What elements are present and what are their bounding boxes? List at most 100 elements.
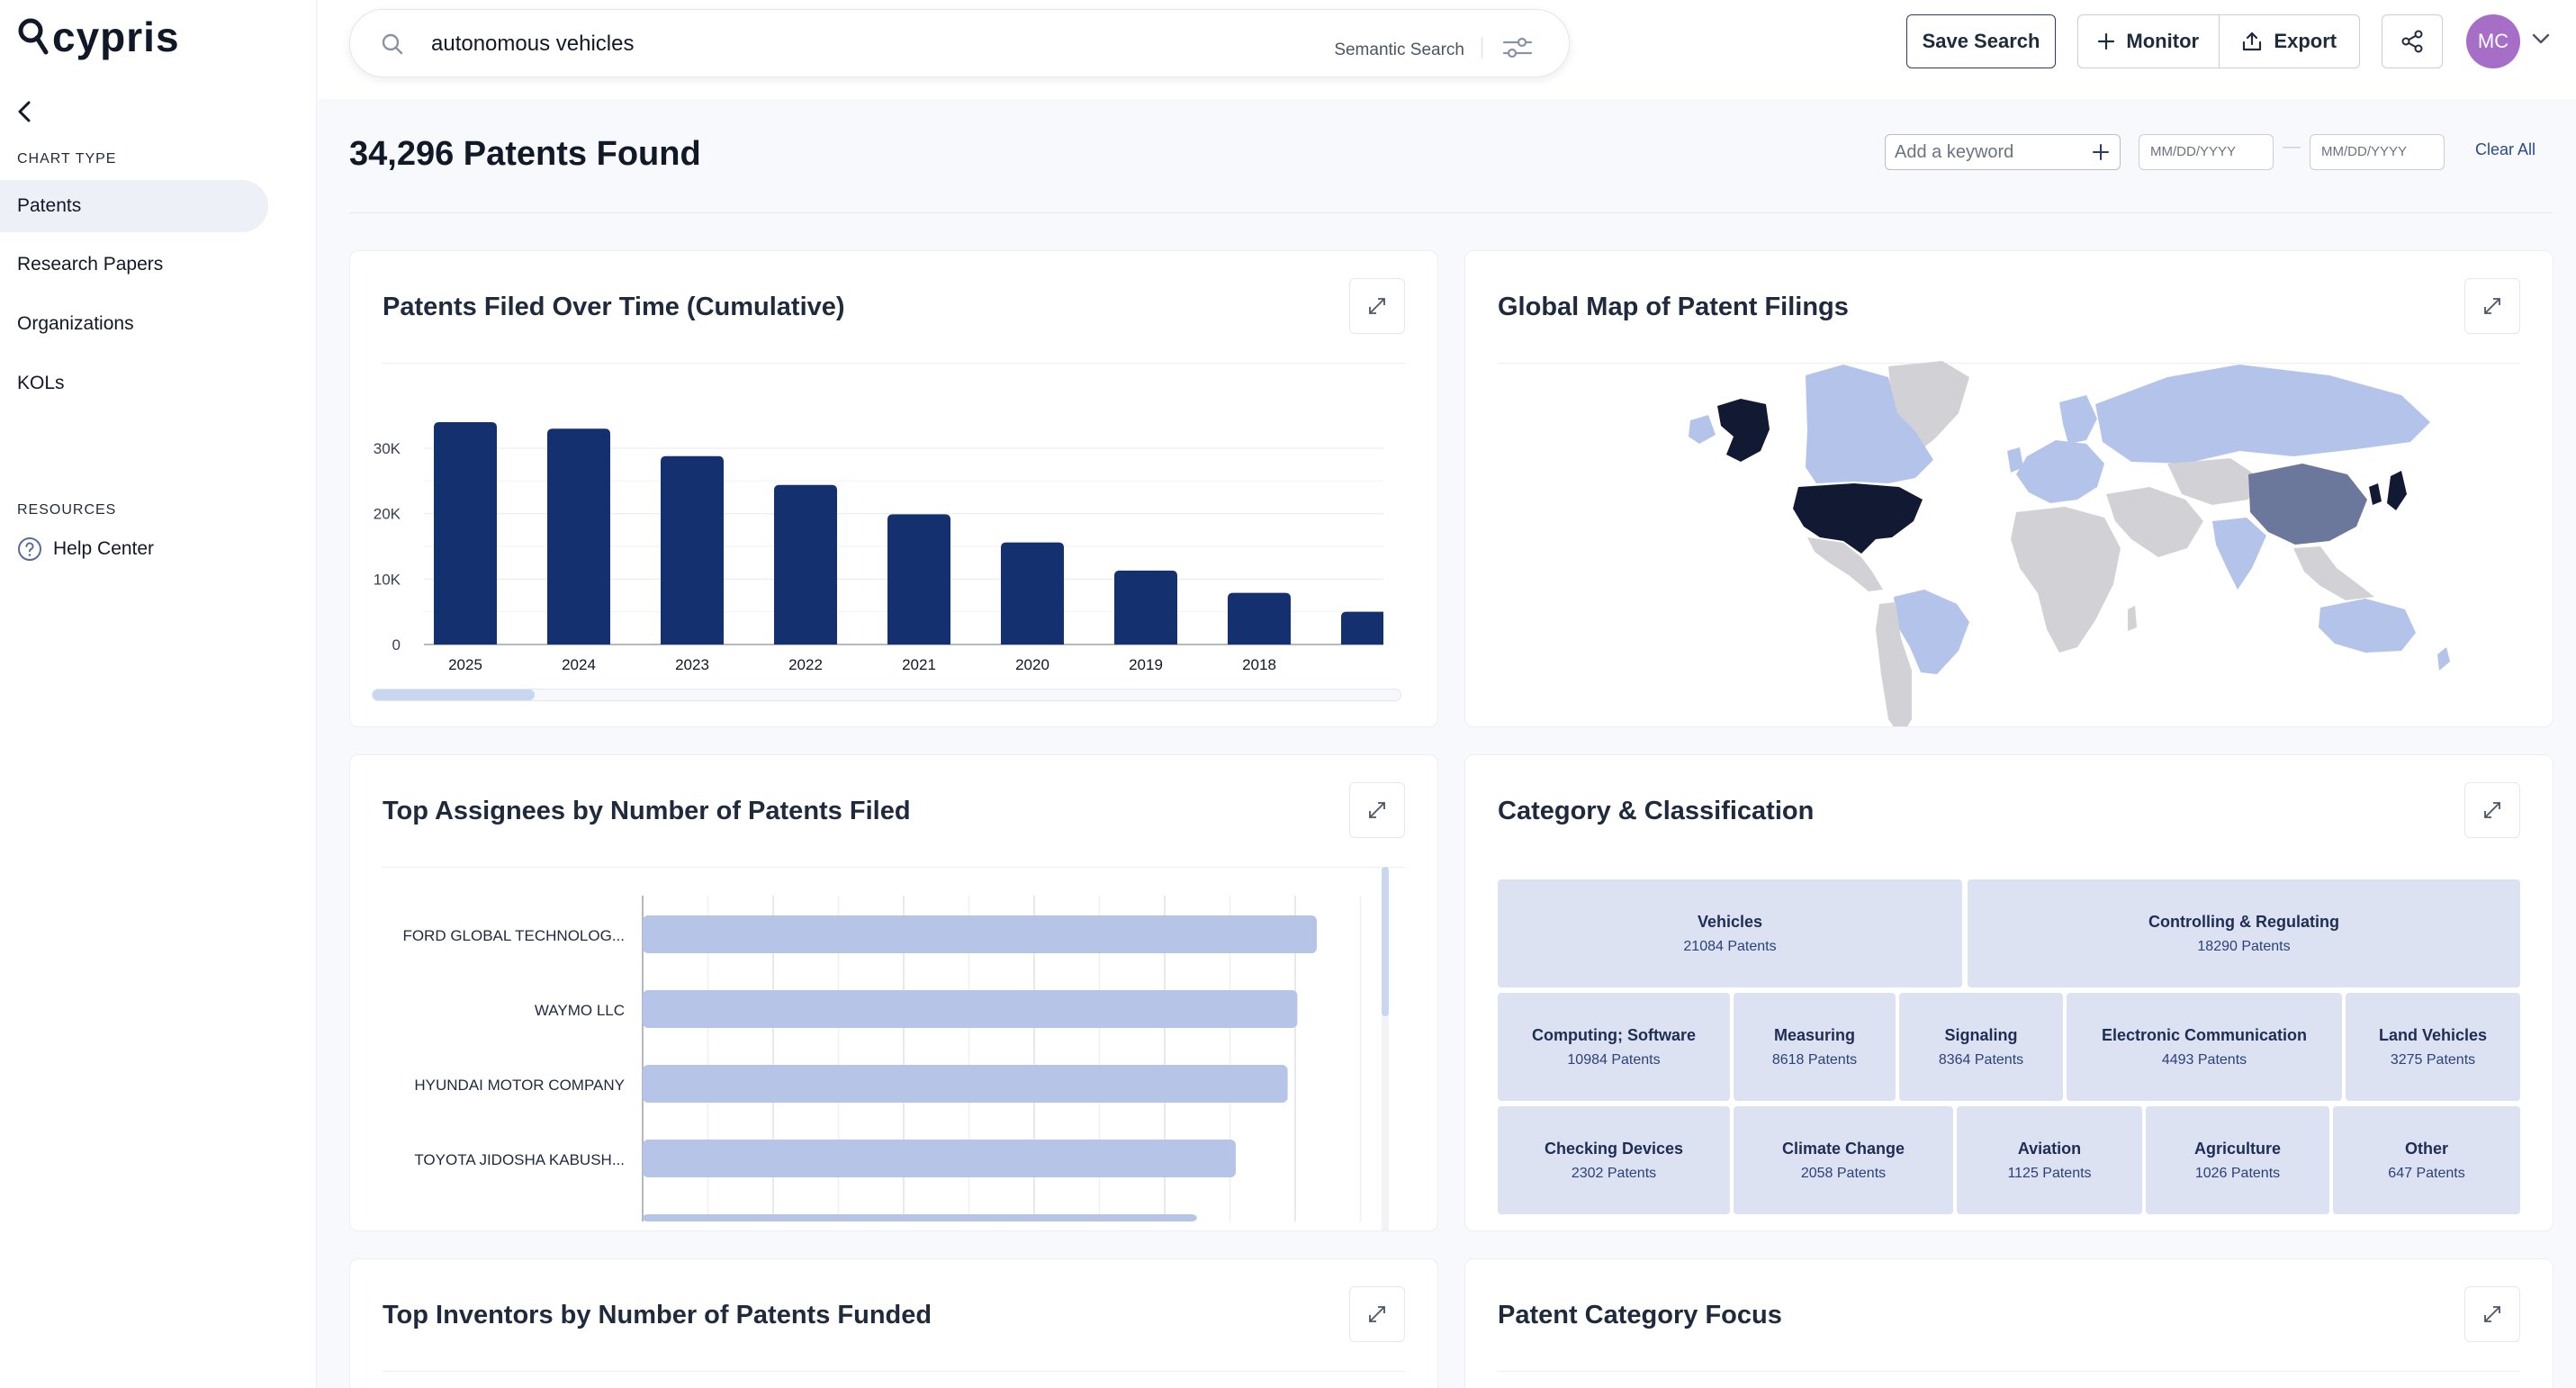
category-name: Agriculture (2193, 1139, 2281, 1158)
y-tick-label: TOYOTA JIDOSHA KABUSH... (414, 1151, 625, 1168)
map-region-japan (2387, 471, 2407, 510)
plus-icon[interactable] (2091, 142, 2111, 162)
world-map[interactable] (1465, 251, 2553, 727)
expand-icon (2484, 802, 2500, 818)
card-top-assignees: Top Assignees by Number of Patents Filed… (349, 754, 1438, 1231)
map-region-south-america-west (1876, 602, 1912, 726)
expand-icon (1369, 298, 1385, 314)
category-tile-measuring[interactable]: Measuring 8618 Patents (1734, 993, 1896, 1101)
bar-2018[interactable] (1228, 592, 1291, 644)
expand-icon (2484, 1306, 2500, 1322)
map-region-russia (2095, 365, 2430, 464)
chart-horizontal-scrollbar[interactable] (372, 689, 1401, 701)
category-tile-signaling[interactable]: Signaling 8364 Patents (1899, 993, 2063, 1101)
expand-button[interactable] (2464, 278, 2520, 334)
expand-button[interactable] (2464, 1286, 2520, 1342)
logo[interactable]: cypris (16, 13, 180, 61)
expand-button[interactable] (1349, 1286, 1405, 1342)
category-tile-aviation[interactable]: Aviation 1125 Patents (1957, 1106, 2142, 1214)
date-from-input[interactable] (2150, 135, 2267, 167)
sidebar-item-organizations[interactable]: Organizations (0, 298, 268, 350)
results-count-title: 34,296 Patents Found (349, 135, 701, 173)
sidebar-item-label: Organizations (17, 313, 134, 334)
scrollbar-thumb[interactable] (1382, 867, 1389, 1016)
y-tick-label: HYUNDAI MOTOR COMPANY (414, 1077, 625, 1094)
card-patent-category-focus: Patent Category Focus (1464, 1258, 2553, 1388)
category-count: 1125 Patents (2007, 1165, 2092, 1181)
bar-assignee-3[interactable] (643, 1140, 1236, 1177)
search-icon (382, 33, 403, 55)
bar-2022[interactable] (774, 484, 837, 644)
category-count: 3275 Patents (2390, 1051, 2476, 1068)
x-tick-label: 2023 (675, 656, 709, 673)
bar-2021[interactable] (887, 514, 950, 644)
card-title: Top Assignees by Number of Patents Filed (383, 797, 911, 825)
y-tick-label: 20K (374, 506, 401, 523)
bar-2020[interactable] (1001, 542, 1064, 644)
date-from-field[interactable] (2139, 134, 2274, 170)
save-search-button[interactable]: Save Search (1906, 14, 2056, 68)
upload-icon (2243, 32, 2262, 51)
bar-2023[interactable] (661, 455, 724, 644)
keyword-input[interactable] (1895, 140, 2084, 164)
back-button[interactable] (11, 97, 40, 126)
category-count: 1026 Patents (2194, 1165, 2281, 1181)
category-tile-land-vehicles[interactable]: Land Vehicles 3275 Patents (2346, 993, 2520, 1101)
sidebar-item-kols[interactable]: KOLs (0, 357, 268, 410)
bar-assignee-4[interactable] (643, 1214, 1197, 1221)
y-tick-label: 0 (392, 636, 401, 653)
category-name: Other (2404, 1139, 2448, 1158)
map-region-southeast-asia (2293, 546, 2374, 600)
bar-assignee-1[interactable] (643, 990, 1298, 1028)
bar-assignee-0[interactable] (643, 915, 1317, 953)
y-tick-label: 10K (374, 571, 401, 588)
filter-sliders-icon[interactable] (1502, 35, 1533, 60)
expand-icon (1369, 1306, 1385, 1322)
date-to-field[interactable] (2310, 134, 2445, 170)
bar-2024[interactable] (547, 428, 610, 644)
export-button[interactable]: Export (2218, 15, 2360, 68)
category-tile-checking-devices[interactable]: Checking Devices 2302 Patents (1498, 1106, 1730, 1214)
expand-button[interactable] (1349, 782, 1405, 838)
date-to-input[interactable] (2321, 135, 2438, 167)
category-tile-computing-software[interactable]: Computing; Software 10984 Patents (1498, 993, 1730, 1101)
chevron-left-icon (18, 101, 31, 122)
x-tick-label: 2024 (562, 656, 596, 673)
category-count: 8618 Patents (1771, 1051, 1858, 1068)
category-tile-climate-change[interactable]: Climate Change 2058 Patents (1734, 1106, 1953, 1214)
semantic-search-label[interactable]: Semantic Search (1334, 41, 1464, 59)
sidebar-item-research-papers[interactable]: Research Papers (0, 239, 268, 291)
sidebar-item-label: KOLs (17, 373, 65, 393)
bar-2019[interactable] (1114, 570, 1177, 644)
expand-button[interactable] (2464, 782, 2520, 838)
share-button[interactable] (2382, 14, 2443, 68)
category-name: Land Vehicles (2378, 1025, 2488, 1044)
scrollbar-thumb[interactable] (373, 689, 535, 700)
user-avatar[interactable]: MC (2466, 14, 2520, 68)
category-tile-electronic-communication[interactable]: Electronic Communication 4493 Patents (2067, 993, 2342, 1101)
map-region-central-asia (2167, 458, 2257, 505)
x-tick-label: 2020 (1015, 656, 1049, 673)
map-region-europe (2016, 440, 2104, 503)
bar-2025[interactable] (434, 422, 497, 644)
sidebar-item-patents[interactable]: Patents (0, 180, 268, 232)
category-tile-controlling-regulating[interactable]: Controlling & Regulating 18290 Patents (1968, 879, 2520, 987)
clear-all-link[interactable]: Clear All (2475, 140, 2536, 158)
category-tile-other[interactable]: Other 647 Patents (2333, 1106, 2520, 1214)
expand-button[interactable] (1349, 278, 1405, 334)
category-count: 2058 Patents (1800, 1165, 1887, 1181)
chart-vertical-scrollbar[interactable] (1382, 867, 1389, 1230)
help-center-link[interactable]: Help Center (17, 536, 154, 562)
category-count: 18290 Patents (2197, 938, 2291, 954)
search-input[interactable] (431, 26, 1241, 62)
chevron-down-icon[interactable] (2531, 32, 2551, 45)
keyword-field[interactable] (1885, 134, 2121, 170)
category-tile-agriculture[interactable]: Agriculture 1026 Patents (2146, 1106, 2329, 1214)
bar-assignee-2[interactable] (643, 1065, 1288, 1103)
card-divider (383, 1371, 1405, 1372)
bar-2017[interactable] (1341, 611, 1383, 644)
card-title: Top Inventors by Number of Patents Funde… (383, 1301, 932, 1329)
category-tile-vehicles[interactable]: Vehicles 21084 Patents (1498, 879, 1962, 987)
monitor-button[interactable]: Monitor (2078, 15, 2219, 68)
logo-text: cypris (52, 14, 180, 60)
